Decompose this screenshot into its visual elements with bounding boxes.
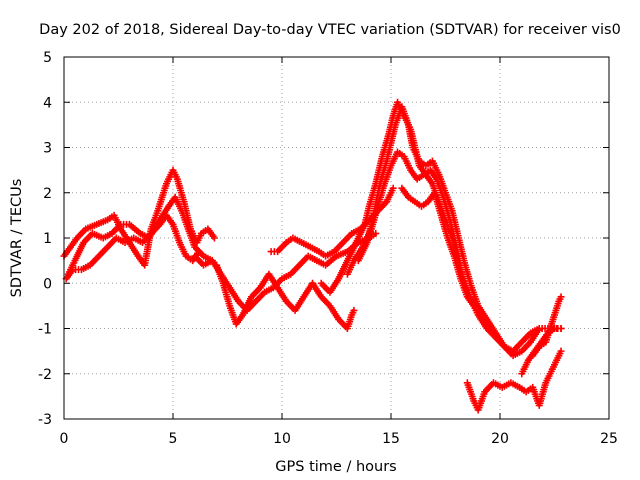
x-axis-label: GPS time / hours (275, 459, 396, 475)
y-tick-label: 1 (43, 231, 52, 247)
y-tick-label: 4 (43, 95, 52, 111)
series-sat-i (343, 148, 482, 314)
series-sat-m (518, 325, 565, 378)
data-point (372, 229, 380, 237)
y-axis-label: SDTVAR / TECUs (9, 179, 25, 298)
y-tick-label: -3 (38, 412, 52, 428)
x-tick-label: 25 (600, 431, 618, 447)
x-tick-label: 0 (60, 431, 69, 447)
x-tick-label: 15 (382, 431, 400, 447)
chart-title: Day 202 of 2018, Sidereal Day-to-day VTE… (39, 22, 621, 38)
series-sat-j (398, 184, 478, 310)
series-sat-k (463, 347, 565, 414)
data-point (210, 234, 218, 242)
y-tick-label: -2 (38, 367, 52, 383)
x-tick-label: 20 (491, 431, 509, 447)
data-point (350, 306, 358, 314)
data-point (535, 325, 543, 332)
data-point (474, 306, 482, 314)
data-point (389, 184, 397, 192)
x-tick-label: 10 (273, 431, 291, 447)
y-tick-label: 5 (43, 50, 52, 66)
x-tick-label: 5 (169, 431, 178, 447)
data-point (557, 347, 565, 355)
y-tick-label: -1 (38, 322, 52, 338)
series-sat-e (213, 261, 358, 332)
series-sat-c (62, 211, 203, 283)
y-tick-label: 0 (43, 276, 52, 292)
data-point (557, 293, 565, 301)
y-tick-label: 2 (43, 186, 52, 202)
plot-frame (63, 56, 610, 420)
x-tick-labels: 0 5 10 15 20 25 (60, 431, 618, 447)
data-marks (60, 98, 565, 414)
data-point (195, 248, 203, 256)
y-tick-labels: -3 -2 -1 0 1 2 3 4 5 (38, 50, 52, 428)
data-point (557, 325, 565, 332)
data-point (470, 302, 478, 310)
y-tick-label: 3 (43, 141, 52, 157)
